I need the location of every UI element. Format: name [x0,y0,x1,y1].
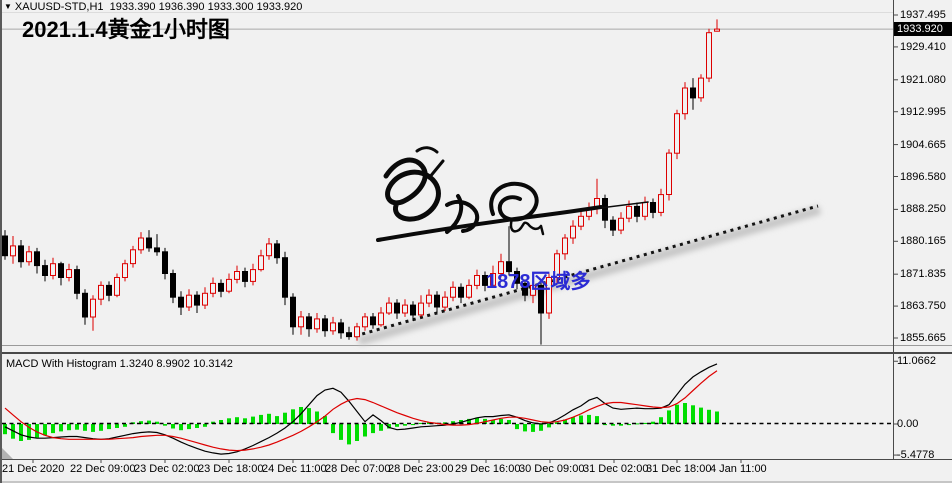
price-axis-label: 1880.165 [900,235,946,248]
time-axis-label: 29 Dec 16:00 [455,463,521,475]
quote-low: 1933.300 [207,1,254,13]
time-axis-label: 31 Dec 18:00 [646,463,712,475]
time-axis-label: 23 Dec 18:00 [198,463,264,475]
macd-panel [2,363,893,459]
annotation-text: 1878区域多 [486,271,591,293]
current-price-badge: 1933.920 [894,22,952,37]
candles [2,19,720,345]
symbol-label: XAUUSD-STD,H1 [14,1,104,13]
price-axis-label: 1912.995 [900,105,946,118]
price-axis-label: 1937.495 [900,9,946,21]
time-axis-label: 30 Dec 09:00 [519,463,585,475]
time-axis-label: 4 Jan 11:00 [710,463,767,475]
symbol-dropdown-icon[interactable]: ▼ [4,2,12,11]
quote-bar[interactable]: ▼ XAUUSD-STD,H1 1933.390 1936.390 1933.30… [4,1,302,13]
quote-close: 1933.920 [256,1,303,13]
quote-high: 1936.390 [158,1,205,13]
price-axis-label: 1896.580 [900,170,946,183]
price-axis-label: 1871.835 [900,268,946,281]
time-axis-label: 22 Dec 09:00 [70,463,136,475]
time-axis-label: 23 Dec 02:00 [134,463,200,475]
time-axis-label: 28 Dec 23:00 [388,463,454,475]
quote-open: 1933.390 [109,1,156,13]
macd-indicator-label: MACD With Histogram 1.3240 8.9902 10.314… [6,358,233,370]
trendline-object[interactable] [354,204,819,338]
price-axis-label: 1863.750 [900,300,946,313]
time-axis-label: 31 Dec 02:00 [583,463,649,475]
price-axis-label: 1904.665 [900,138,946,151]
signature-watermark [376,146,649,242]
price-axis-label: 1888.250 [900,203,946,216]
time-axis-label: 28 Dec 07:00 [325,463,391,475]
price-axis-label: 1855.665 [900,332,946,344]
macd-axis-label: 0.00 [897,418,919,430]
macd-axis-label: -5.4778 [897,449,935,462]
price-axis-label: 1929.410 [900,40,946,53]
price-axis-label: 1921.080 [900,73,946,86]
macd-axis-label: 11.0662 [897,355,936,368]
chart-title: 2021.1.4黄金1小时图 [22,17,230,42]
time-axis-label: 24 Dec 11:00 [262,463,327,475]
time-axis-label: 21 Dec 2020 [2,463,65,475]
